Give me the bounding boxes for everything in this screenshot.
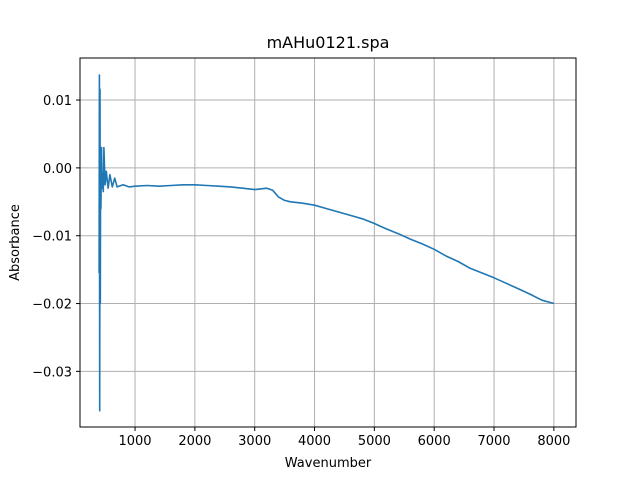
x-tick-label: 5000 (358, 434, 391, 449)
grid (80, 58, 576, 427)
y-tick-label: 0.01 (43, 94, 72, 109)
chart-title: mAHu0121.spa (267, 33, 390, 52)
x-tick-label: 3000 (238, 434, 271, 449)
y-tick-label: −0.03 (32, 365, 72, 380)
y-tick-label: −0.01 (32, 230, 72, 245)
x-axis-label: Wavenumber (285, 456, 372, 471)
x-tick-label: 1000 (118, 434, 151, 449)
x-tick-label: 6000 (418, 434, 451, 449)
x-tick-label: 4000 (298, 434, 331, 449)
x-axis: 1000 2000 3000 4000 5000 6000 7000 8000 (118, 427, 570, 449)
y-tick-label: −0.02 (32, 298, 72, 313)
y-axis-label: Absorbance (8, 204, 23, 281)
y-tick-label: 0.00 (43, 162, 72, 177)
spectrum-line (98, 74, 555, 412)
series-layer (98, 74, 555, 412)
x-tick-label: 8000 (537, 434, 570, 449)
y-axis: −0.03 −0.02 −0.01 0.00 0.01 (32, 94, 80, 380)
plot-frame (79, 57, 577, 428)
x-tick-label: 7000 (477, 434, 510, 449)
x-tick-label: 2000 (178, 434, 211, 449)
